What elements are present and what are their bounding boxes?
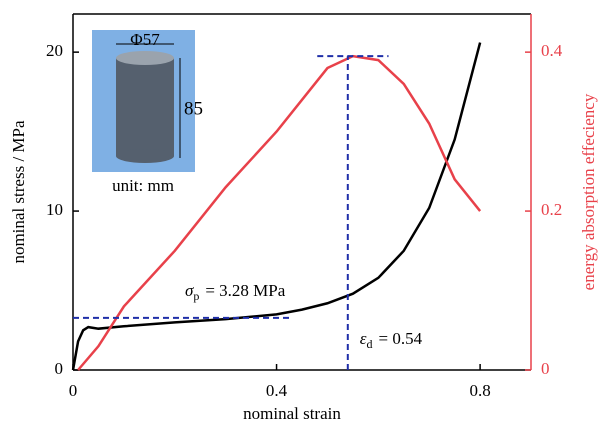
annotation-symbol: ε <box>360 329 367 348</box>
y2-tick-label: 0 <box>541 359 550 378</box>
cylinder-top <box>116 51 174 65</box>
annotation-text: = 0.54 <box>379 329 423 348</box>
y-tick-label: 10 <box>46 200 63 219</box>
series-line <box>71 42 482 371</box>
y2-axis-label: energy absorption effeciency <box>579 93 598 290</box>
inset-diameter: Φ57 <box>130 30 160 49</box>
inset-height: 85 <box>184 98 203 119</box>
series-line <box>77 54 482 371</box>
annotation-subscript: d <box>367 337 373 351</box>
annotation-symbol: σ <box>185 281 194 300</box>
y-tick-label: 0 <box>55 359 64 378</box>
x-tick-label: 0 <box>69 381 78 400</box>
annotation: σp = 3.28 MPa <box>185 281 286 303</box>
cylinder <box>116 58 174 156</box>
x-tick-label: 0.4 <box>266 381 288 400</box>
annotation-subscript: p <box>193 289 199 303</box>
inset-photo: Φ57 85 unit: mm <box>92 30 203 195</box>
y-tick-label: 20 <box>46 41 63 60</box>
y-axis-label: nominal stress / MPa <box>9 120 28 264</box>
x-axis-label: nominal strain <box>243 404 341 423</box>
inset-unit: unit: mm <box>112 176 174 195</box>
cylinder-bottom <box>116 149 174 163</box>
annotation: εd = 0.54 <box>360 329 423 351</box>
y2-tick-label: 0.2 <box>541 200 562 219</box>
x-tick-label: 0.8 <box>469 381 490 400</box>
annotation-text: = 3.28 MPa <box>205 281 285 300</box>
y2-tick-label: 0.4 <box>541 41 563 60</box>
